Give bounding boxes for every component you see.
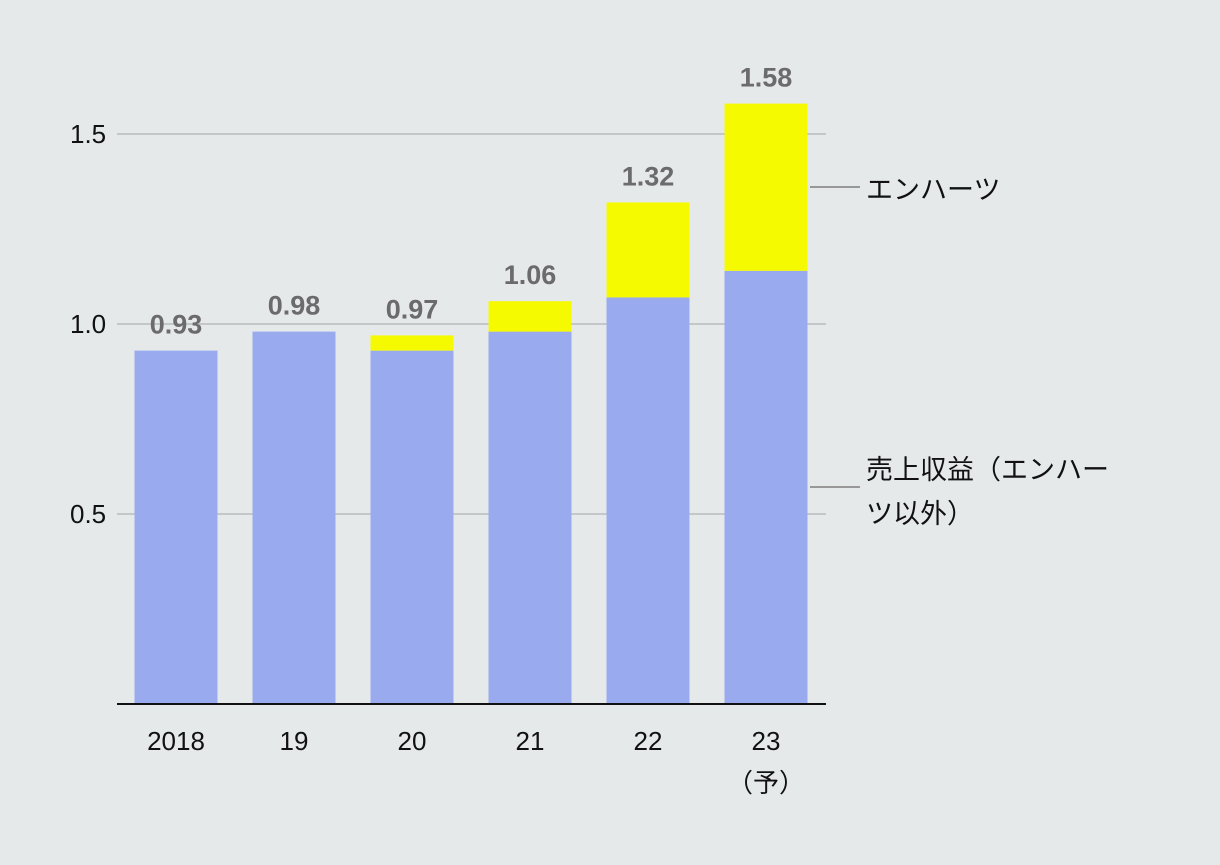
y-tick-label: 0.5 xyxy=(70,499,106,529)
bar-segment-enhertu xyxy=(724,103,808,271)
total-value-label: 0.93 xyxy=(150,310,203,340)
bar-segment-enhertu xyxy=(488,301,572,332)
y-tick-label: 1.5 xyxy=(70,119,106,149)
bar-segment-enhertu xyxy=(370,335,454,351)
y-tick-label: 1.0 xyxy=(70,309,106,339)
grid-layer xyxy=(117,133,826,515)
legend-label: エンハーツ xyxy=(866,175,1000,205)
label-layer: 0.93 0.98 0.97 1.06 1.32 1.58 xyxy=(150,63,793,340)
bar-segment-base xyxy=(370,350,454,704)
bar-segment-base xyxy=(606,297,690,704)
bar-segment-base xyxy=(252,331,336,704)
legend-label: 売上収益（エンハー xyxy=(866,455,1109,485)
x-tick-label: 19 xyxy=(280,726,309,756)
bar-segment-enhertu xyxy=(606,202,690,298)
x-tick-label: 22 xyxy=(634,726,663,756)
total-value-label: 1.58 xyxy=(740,63,793,93)
x-tick-label: 2018 xyxy=(147,726,205,756)
bar-layer xyxy=(134,103,808,704)
total-value-label: 1.32 xyxy=(622,161,675,191)
bar-segment-base xyxy=(724,270,808,704)
total-value-label: 0.97 xyxy=(386,294,439,324)
x-tick-sublabel: （予） xyxy=(727,768,805,798)
bar-segment-base xyxy=(488,331,572,704)
x-tick-label: 20 xyxy=(398,726,427,756)
x-tick-label: 21 xyxy=(516,726,545,756)
legend-label: ツ以外） xyxy=(866,499,974,529)
total-value-label: 1.06 xyxy=(504,260,557,290)
bar-segment-base xyxy=(134,350,218,704)
axis-layer: 0.5 1.0 1.5 2018 19 20 21 22 23 （予） xyxy=(70,119,826,798)
total-value-label: 0.98 xyxy=(268,291,321,321)
x-tick-label: 23 xyxy=(752,726,781,756)
